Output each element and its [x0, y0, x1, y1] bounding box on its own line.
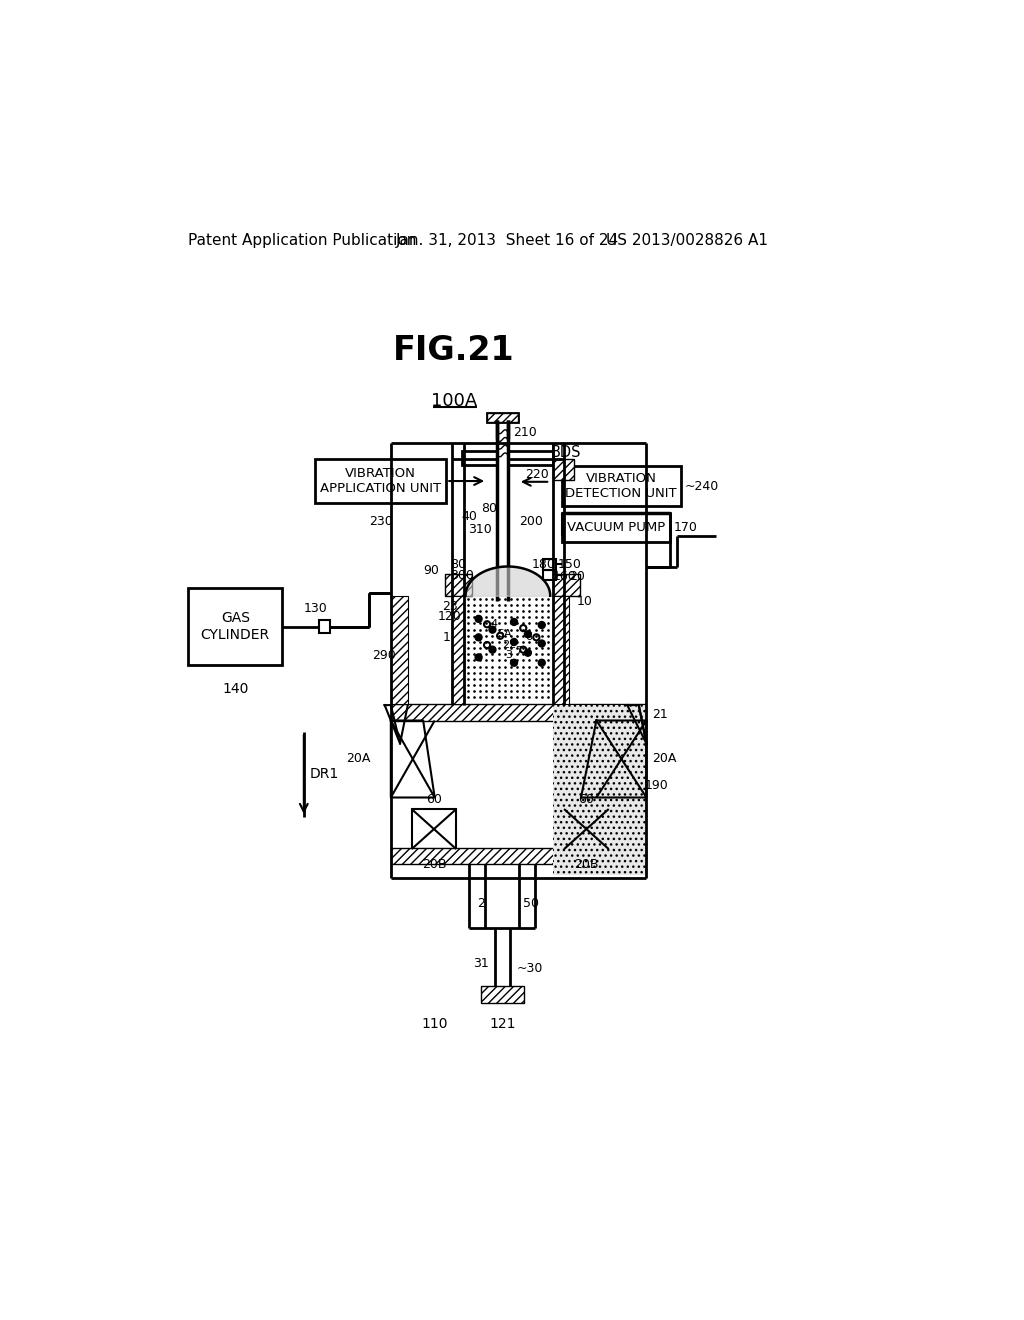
- Text: 190: 190: [645, 779, 669, 792]
- Bar: [188, 589, 283, 665]
- Circle shape: [539, 640, 545, 647]
- Text: 4: 4: [490, 619, 498, 630]
- Text: 80: 80: [481, 502, 497, 515]
- Text: 3: 3: [506, 649, 513, 660]
- Text: VACUUM PUMP: VACUUM PUMP: [566, 520, 665, 533]
- Bar: [453, 595, 464, 704]
- Text: 80: 80: [451, 558, 466, 572]
- Text: 5A: 5A: [497, 630, 512, 639]
- Text: 150: 150: [558, 557, 582, 570]
- Circle shape: [539, 622, 545, 628]
- Bar: [444, 574, 472, 595]
- Text: VIBRATION
DETECTION UNIT: VIBRATION DETECTION UNIT: [565, 473, 677, 500]
- Text: Patent Application Publication: Patent Application Publication: [188, 234, 417, 248]
- Bar: [315, 459, 446, 503]
- Bar: [564, 809, 608, 849]
- Text: 10: 10: [578, 594, 593, 607]
- Circle shape: [475, 653, 482, 661]
- Bar: [487, 412, 518, 422]
- Text: 6: 6: [525, 632, 532, 643]
- Text: 40: 40: [462, 510, 477, 523]
- Text: 20B: 20B: [422, 858, 446, 871]
- Text: 20: 20: [569, 570, 586, 583]
- Text: 100A: 100A: [431, 392, 477, 411]
- Bar: [319, 620, 330, 632]
- Bar: [562, 466, 681, 507]
- Text: 110: 110: [422, 1016, 447, 1031]
- Text: 170: 170: [674, 520, 697, 533]
- Circle shape: [524, 631, 531, 638]
- Text: 310: 310: [468, 523, 492, 536]
- Text: 60: 60: [426, 793, 442, 807]
- Bar: [553, 574, 581, 595]
- Text: 230: 230: [369, 515, 392, 528]
- Bar: [487, 412, 518, 422]
- Text: 90: 90: [423, 564, 439, 577]
- Text: ~30: ~30: [517, 962, 544, 975]
- Circle shape: [511, 639, 517, 645]
- Text: 300: 300: [451, 569, 474, 582]
- Text: GAS
CYLINDER: GAS CYLINDER: [201, 611, 270, 642]
- Circle shape: [475, 634, 482, 640]
- Text: BDS: BDS: [550, 445, 581, 461]
- Text: 21: 21: [652, 708, 669, 721]
- Text: 31: 31: [473, 957, 488, 970]
- Text: 200: 200: [519, 515, 544, 528]
- Bar: [391, 704, 646, 721]
- Text: 60: 60: [579, 793, 594, 807]
- Text: ~240: ~240: [685, 480, 719, 492]
- Text: 130: 130: [303, 602, 328, 615]
- Bar: [553, 595, 569, 704]
- Text: VIBRATION
APPLICATION UNIT: VIBRATION APPLICATION UNIT: [321, 467, 441, 495]
- Text: US 2013/0028826 A1: US 2013/0028826 A1: [606, 234, 768, 248]
- Bar: [508, 451, 553, 465]
- Circle shape: [539, 659, 545, 667]
- Text: 290: 290: [373, 648, 396, 661]
- Bar: [562, 512, 670, 543]
- Text: 220: 220: [525, 467, 549, 480]
- Text: 121: 121: [489, 1016, 516, 1031]
- Bar: [391, 847, 646, 865]
- Text: 1: 1: [442, 631, 451, 644]
- Text: 120: 120: [438, 610, 462, 623]
- Circle shape: [475, 615, 482, 622]
- Text: 20A: 20A: [652, 752, 677, 766]
- Bar: [553, 705, 646, 875]
- Text: 50: 50: [523, 898, 540, 911]
- Text: 160: 160: [553, 570, 577, 583]
- Text: 20B: 20B: [574, 858, 599, 871]
- Bar: [462, 451, 497, 465]
- Bar: [553, 459, 574, 480]
- Text: 23: 23: [442, 601, 458, 612]
- Bar: [481, 986, 524, 1003]
- Circle shape: [489, 626, 496, 634]
- Text: 2: 2: [477, 898, 484, 911]
- Circle shape: [524, 649, 531, 656]
- Circle shape: [511, 659, 517, 667]
- Text: FIG.21: FIG.21: [393, 334, 515, 367]
- Bar: [412, 809, 457, 849]
- Bar: [391, 595, 408, 704]
- Circle shape: [489, 647, 496, 653]
- Text: 22: 22: [502, 640, 516, 649]
- Text: 180: 180: [531, 557, 556, 570]
- Text: 210: 210: [513, 426, 537, 440]
- Text: 20A: 20A: [346, 752, 371, 766]
- Circle shape: [511, 619, 517, 626]
- Text: Jan. 31, 2013  Sheet 16 of 24: Jan. 31, 2013 Sheet 16 of 24: [396, 234, 620, 248]
- Text: 140: 140: [222, 682, 249, 696]
- Bar: [543, 558, 556, 570]
- Text: 7: 7: [515, 647, 522, 656]
- Bar: [543, 570, 556, 581]
- Text: DR1: DR1: [310, 767, 339, 781]
